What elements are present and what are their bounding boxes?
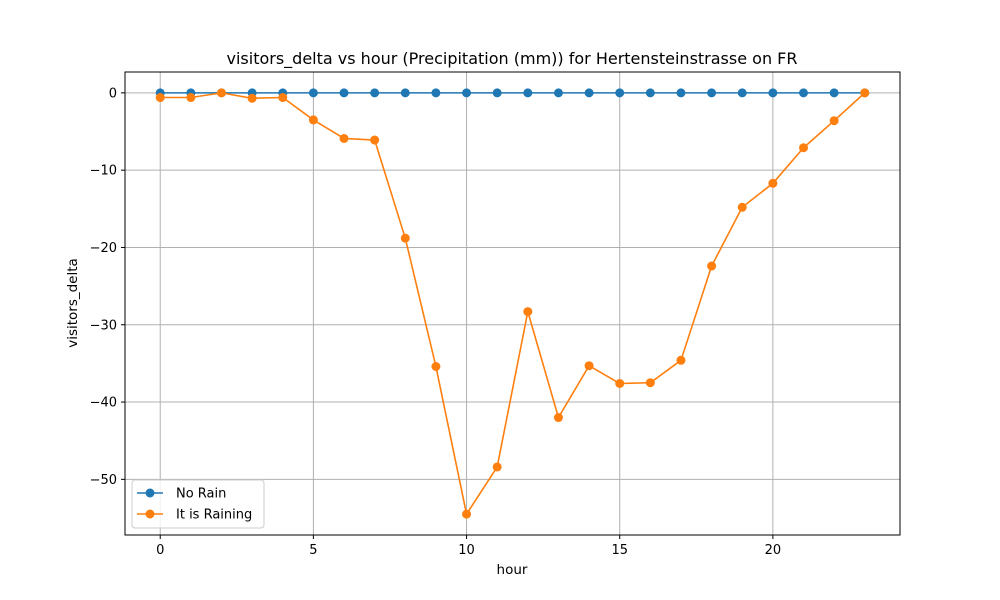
- legend-marker-no-rain: [145, 488, 155, 498]
- data-point: [523, 88, 533, 98]
- data-point: [676, 88, 686, 98]
- data-point: [676, 355, 686, 365]
- data-point: [400, 233, 410, 243]
- x-tick-label: 5: [309, 543, 317, 558]
- data-point: [737, 202, 747, 212]
- series-lines: [155, 88, 870, 519]
- y-axis-ticks: 0 −10 −20 −30 −40 −50: [90, 86, 125, 488]
- data-point: [339, 133, 349, 143]
- legend-label-no-rain: No Rain: [176, 487, 226, 502]
- data-point: [615, 88, 625, 98]
- data-point: [737, 88, 747, 98]
- x-tick-label: 20: [765, 543, 782, 558]
- legend-box: [131, 479, 265, 529]
- data-point: [462, 88, 472, 98]
- grid-lines: [125, 72, 900, 535]
- data-point: [768, 88, 778, 98]
- data-point: [645, 88, 655, 98]
- x-tick-label: 10: [458, 543, 475, 558]
- x-axis-ticks: 0 5 10 15 20: [156, 535, 781, 558]
- data-point: [492, 462, 502, 472]
- data-point: [431, 361, 441, 371]
- data-point: [615, 379, 625, 389]
- data-point: [216, 88, 226, 98]
- data-point: [186, 93, 196, 103]
- data-point: [768, 178, 778, 188]
- y-tick-label: −10: [90, 164, 117, 179]
- data-point: [553, 88, 563, 98]
- data-point: [645, 378, 655, 388]
- series-raining: [155, 88, 870, 519]
- data-point: [431, 88, 441, 98]
- x-tick-label: 15: [611, 543, 628, 558]
- data-point: [278, 93, 288, 103]
- data-point: [553, 413, 563, 423]
- y-tick-label: −20: [90, 241, 117, 256]
- data-point: [707, 261, 717, 271]
- data-point: [400, 88, 410, 98]
- legend-label-raining: It is Raining: [176, 508, 252, 523]
- data-point: [370, 135, 380, 145]
- y-tick-label: 0: [109, 86, 117, 101]
- y-tick-label: −30: [90, 318, 117, 333]
- data-point: [829, 88, 839, 98]
- data-point: [799, 88, 809, 98]
- x-tick-label: 0: [156, 543, 164, 558]
- series-no-rain: [155, 88, 870, 98]
- data-point: [492, 88, 502, 98]
- data-point: [370, 88, 380, 98]
- data-point: [308, 88, 318, 98]
- y-tick-label: −50: [90, 473, 117, 488]
- data-point: [799, 143, 809, 153]
- data-point: [584, 88, 594, 98]
- data-point: [707, 88, 717, 98]
- data-point: [339, 88, 349, 98]
- legend: No Rain It is Raining: [131, 479, 265, 529]
- data-point: [462, 509, 472, 519]
- data-point: [584, 361, 594, 371]
- data-point: [247, 93, 257, 103]
- data-point: [308, 115, 318, 125]
- data-point: [860, 88, 870, 98]
- y-axis-label: visitors_delta: [65, 258, 81, 348]
- data-point: [829, 116, 839, 126]
- legend-marker-raining: [145, 509, 155, 519]
- x-axis-label: hour: [497, 562, 528, 578]
- y-tick-label: −40: [90, 396, 117, 411]
- plot-area-frame: [124, 71, 901, 536]
- data-point: [523, 307, 533, 317]
- series-line: [160, 92, 866, 515]
- chart-title: visitors_delta vs hour (Precipitation (m…: [227, 49, 798, 69]
- data-point: [155, 93, 165, 103]
